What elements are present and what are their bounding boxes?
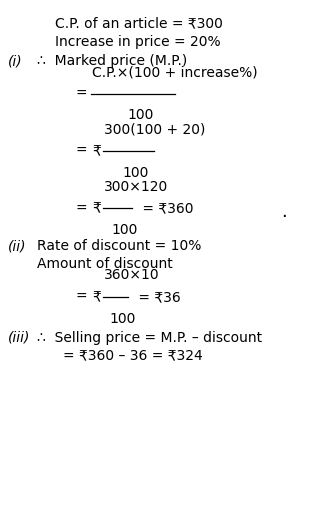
Text: 100: 100: [110, 312, 136, 326]
Text: =: =: [75, 202, 87, 215]
Text: 360×10: 360×10: [104, 268, 160, 282]
Text: Increase in price = 20%: Increase in price = 20%: [55, 35, 220, 48]
Text: Amount of discount: Amount of discount: [37, 257, 173, 271]
Text: ₹: ₹: [92, 144, 101, 158]
Text: ∴  Marked price (M.P.): ∴ Marked price (M.P.): [37, 55, 187, 68]
Text: (ii): (ii): [8, 240, 27, 253]
Text: = ₹360: = ₹360: [137, 202, 193, 215]
Text: ₹: ₹: [92, 202, 101, 215]
Text: = ₹36: = ₹36: [134, 290, 181, 304]
Text: =: =: [75, 144, 87, 158]
Text: 100: 100: [127, 108, 153, 122]
Text: 300×120: 300×120: [104, 180, 169, 194]
Text: =: =: [75, 87, 87, 101]
Text: C.P. of an article = ₹300: C.P. of an article = ₹300: [55, 17, 222, 30]
Text: C.P.×(100 + increase%): C.P.×(100 + increase%): [92, 65, 258, 79]
Text: = ₹360 – 36 = ₹324: = ₹360 – 36 = ₹324: [63, 349, 202, 362]
Text: ∴  Selling price = M.P. – discount: ∴ Selling price = M.P. – discount: [37, 331, 262, 344]
Text: 100: 100: [112, 223, 138, 237]
Text: (i): (i): [8, 55, 23, 68]
Text: (iii): (iii): [8, 331, 30, 344]
Text: .: .: [281, 203, 287, 221]
Text: ₹: ₹: [92, 290, 101, 304]
Text: =: =: [75, 290, 87, 304]
Text: Rate of discount = 10%: Rate of discount = 10%: [37, 240, 201, 253]
Text: 100: 100: [123, 166, 149, 180]
Text: 300(100 + 20): 300(100 + 20): [104, 122, 206, 137]
